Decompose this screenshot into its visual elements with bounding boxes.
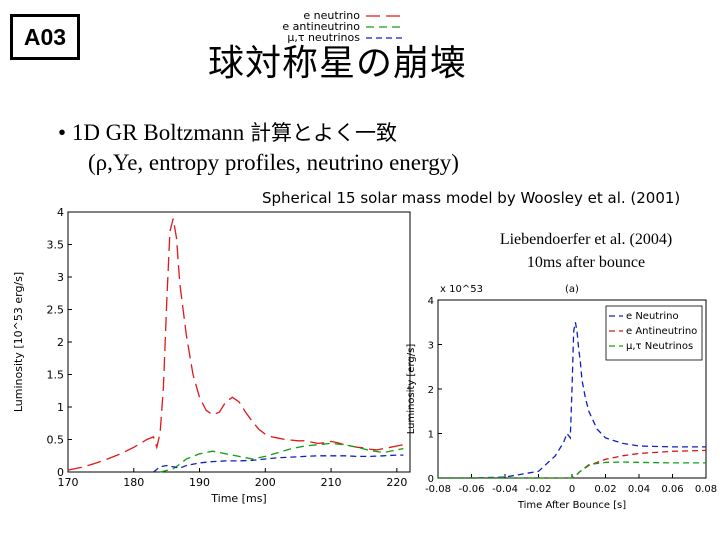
- x-tick-label: 180: [123, 476, 144, 489]
- y-multiplier: x 10^53: [440, 284, 483, 295]
- x-tick-label: 0.02: [594, 484, 616, 495]
- legend-box: [605, 305, 703, 361]
- y-tick-label: 0: [57, 466, 64, 479]
- y-tick-label: 3.5: [47, 239, 65, 252]
- x-tick-label: 190: [189, 476, 210, 489]
- bullet-point: • 1D GR Boltzmann 計算とよく一致 (ρ,Ye, entropy…: [58, 118, 459, 178]
- x-axis-label: Time After Bounce [s]: [517, 500, 626, 511]
- y-tick-label: 1.5: [47, 369, 65, 382]
- reference-timing: 10ms after bounce: [526, 254, 646, 271]
- legend-label: e antineutrino: [282, 20, 360, 33]
- x-tick-label: -0.02: [526, 484, 552, 495]
- y-tick-label: 2: [428, 385, 434, 396]
- x-tick-label: 0.08: [695, 484, 717, 495]
- bullet-line-2: (ρ,Ye, entropy profiles, neutrino energy…: [88, 150, 459, 175]
- bullet-text-en: 1D GR Boltzmann: [71, 120, 251, 145]
- x-tick-label: -0.04: [492, 484, 518, 495]
- legend-label: e Antineutrino: [626, 326, 697, 337]
- slide-badge: A03: [10, 14, 80, 60]
- x-axis-label: Time [ms]: [210, 492, 266, 505]
- x-tick-label: -0.08: [425, 484, 451, 495]
- bullet-marker: •: [58, 120, 67, 145]
- x-tick-label: 220: [386, 476, 407, 489]
- x-tick-label: 170: [58, 476, 79, 489]
- chart-title: (a): [565, 284, 579, 295]
- series-line-3: [153, 454, 404, 473]
- legend-label: e Neutrino: [626, 311, 679, 322]
- x-tick-label: 0: [569, 484, 575, 495]
- series-line-2: [159, 442, 404, 473]
- y-tick-label: 2.5: [47, 304, 65, 317]
- x-tick-label: 200: [255, 476, 276, 489]
- legend-label: e neutrino: [303, 9, 360, 22]
- y-tick-label: 1: [57, 401, 64, 414]
- x-tick-label: -0.06: [459, 484, 485, 495]
- y-tick-label: 0.5: [47, 434, 65, 447]
- bullet-line-1: • 1D GR Boltzmann 計算とよく一致: [58, 118, 459, 148]
- y-tick-label: 1: [428, 430, 434, 441]
- legend-label: μ,τ Neutrinos: [626, 341, 693, 352]
- series-line-3: [438, 461, 706, 479]
- x-tick-label: 210: [321, 476, 342, 489]
- reference-authors: Liebendoerfer et al. (2004): [499, 231, 673, 248]
- legend-label: μ,τ neutrinos: [287, 31, 360, 44]
- x-tick-label: 0.04: [628, 484, 650, 495]
- y-tick-label: 3: [57, 271, 64, 284]
- y-tick-label: 0: [428, 474, 434, 485]
- y-tick-label: 3: [428, 341, 434, 352]
- y-tick-label: 4: [428, 296, 434, 307]
- y-tick-label: 4: [57, 206, 64, 219]
- reference-note: Liebendoerfer et al. (2004) 10ms after b…: [466, 228, 706, 274]
- y-axis-label: Luminosity [10^53 erg/s]: [12, 272, 25, 412]
- y-axis-label: Luminosity [erg/s]: [406, 344, 417, 435]
- y-tick-label: 2: [57, 336, 64, 349]
- figure-caption: Spherical 15 solar mass model by Woosley…: [262, 189, 681, 207]
- bullet-text-jp: 計算とよく一致: [250, 121, 398, 145]
- slide-title: 球対称星の崩壊: [208, 43, 468, 84]
- series-line-2: [438, 449, 707, 479]
- x-tick-label: 0.06: [661, 484, 683, 495]
